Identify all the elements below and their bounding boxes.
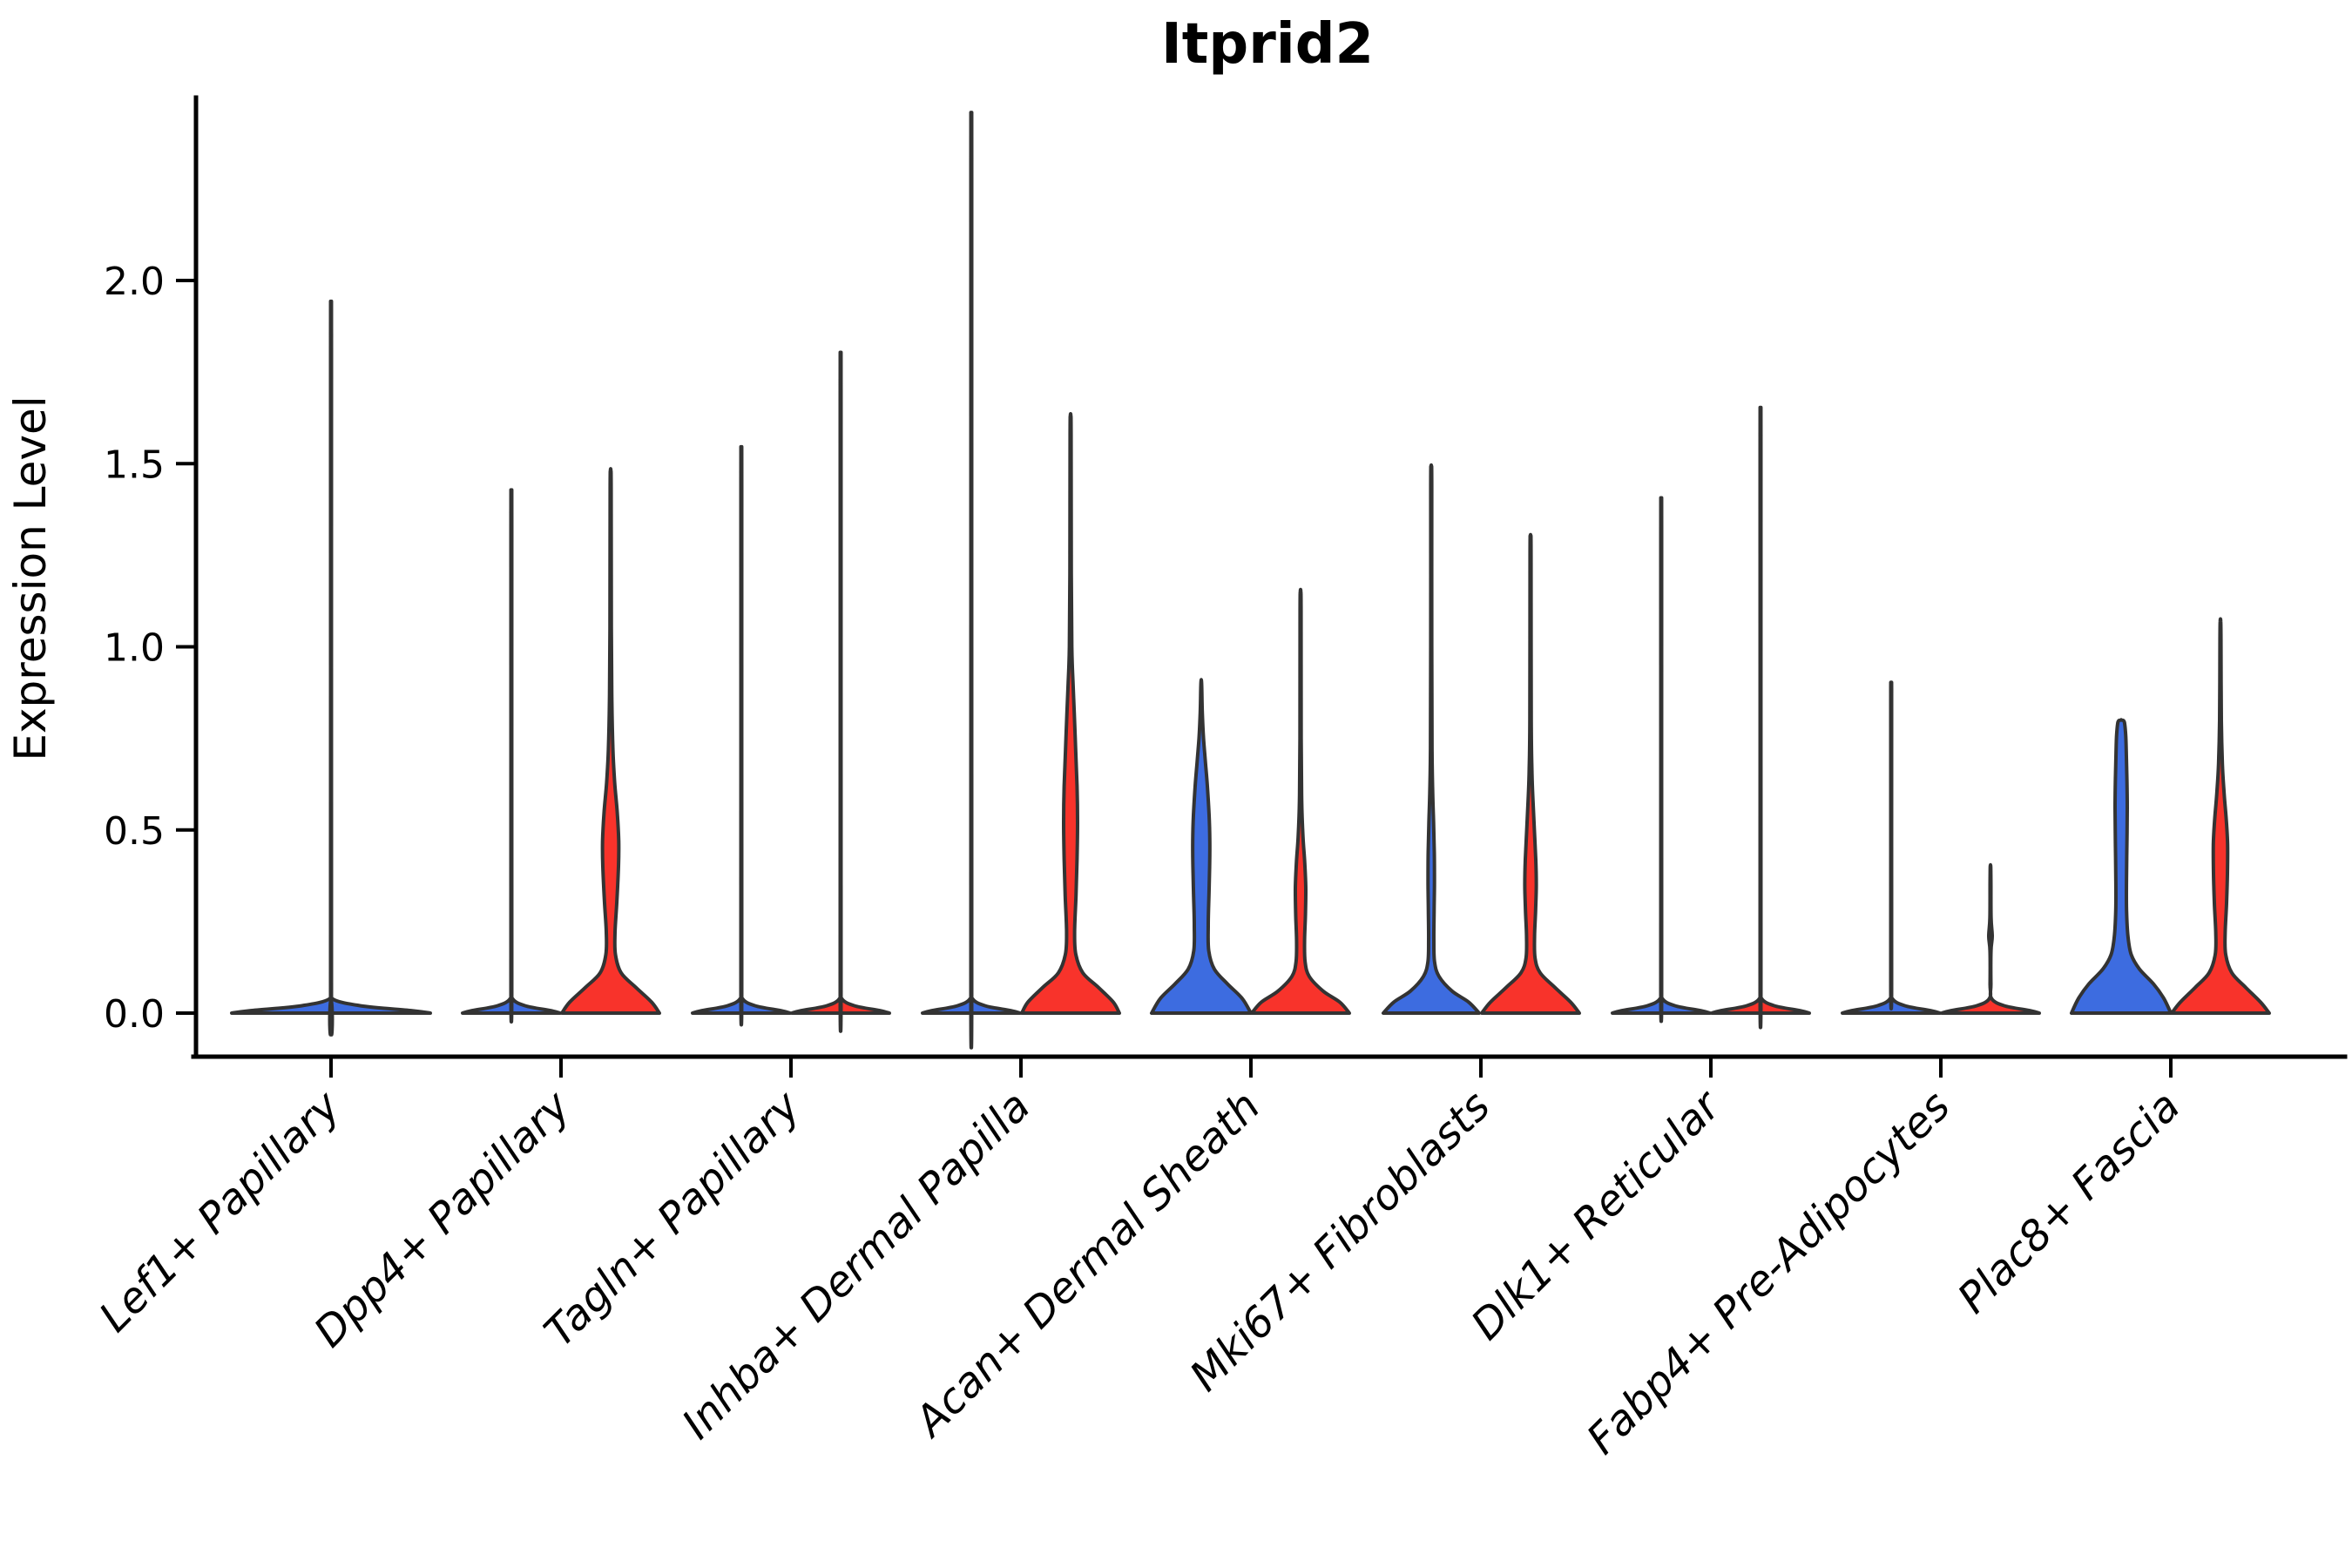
y-tick-label: 1.5 [104,443,165,487]
violin-lef1+-blue [230,299,432,1037]
violin-layer [230,111,2271,1050]
violin-inhba+-left-blue [921,111,1022,1050]
violin-fabp4+-right-red [1940,862,2041,1015]
x-tick-label: Lef1+ Papillary [90,1081,350,1342]
violin-dpp4+-right-red [560,467,661,1015]
violin-mki67+-left-blue [1382,463,1481,1015]
violin-mki67+-right-red [1480,532,1581,1015]
violin-fabp4+-left-blue [1841,680,1942,1015]
y-tick-label: 0.5 [104,809,165,854]
violin-inhba+-right-red [1020,411,1121,1015]
x-tick-label: Tagln+ Papillary [535,1081,810,1356]
x-tick-label: Fabp4+ Pre-Adipocytes [1578,1082,1960,1464]
violin-tagln+-right-red [790,350,891,1033]
chart-title: Itprid2 [1161,12,1374,77]
x-tick-label: Dlk1+ Reticular [1462,1080,1732,1350]
x-tick-label: Plac8+ Fascia [1949,1082,2190,1323]
violin-acan+-left-blue [1150,678,1253,1015]
violin-plac8+-right-red [2170,617,2271,1015]
y-tick-label: 1.0 [104,626,165,671]
y-axis-label: Expression Level [5,395,56,760]
axes-layer [176,95,2348,1078]
violin-dlk1+-left-blue [1611,496,1712,1024]
y-tick-label: 2.0 [104,260,165,304]
violin-tagln+-left-blue [691,445,792,1027]
violin-plac8+-left-blue [2070,718,2173,1015]
x-tick-label: Dpp4+ Papillary [305,1081,580,1356]
violin-acan+-right-red [1250,587,1351,1015]
violin-dlk1+-right-red [1710,405,1811,1030]
y-tick-label: 0.0 [104,992,165,1037]
violin-dpp4+-left-blue [461,488,562,1024]
